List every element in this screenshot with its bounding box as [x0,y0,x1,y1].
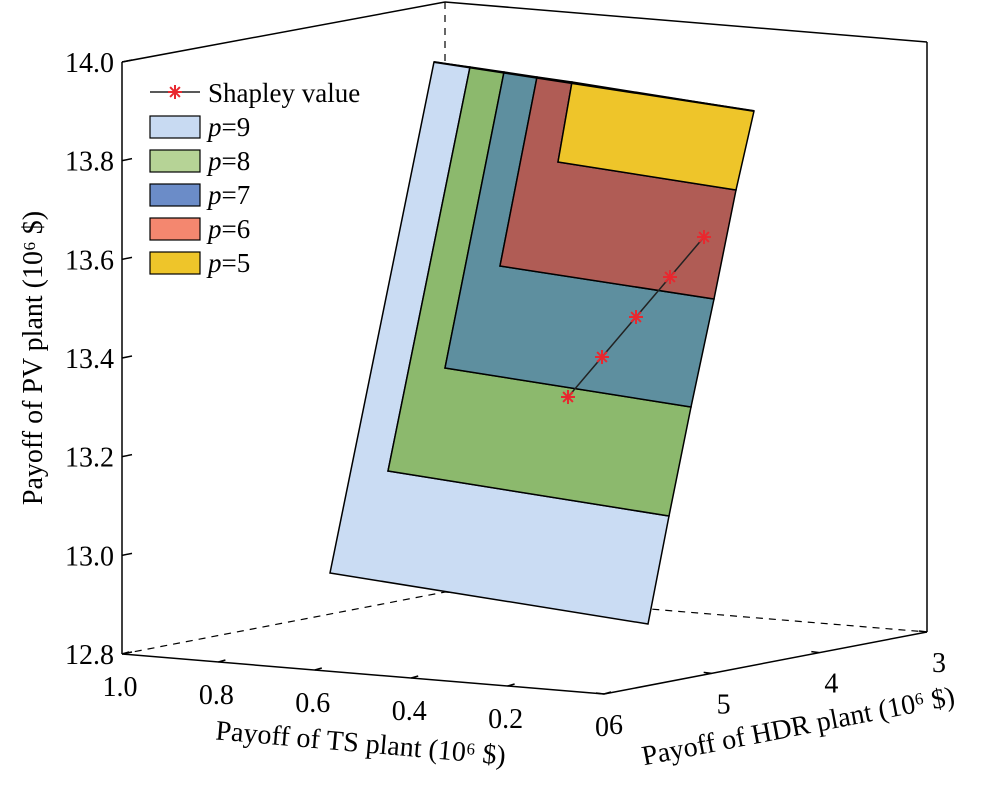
legend-label: p=6 [206,214,250,244]
x-tick-label: 0.8 [199,680,234,711]
legend-item-p6: p=6 [149,214,250,244]
y-tick-label: 6 [609,710,623,741]
z-tick-mark [121,59,133,63]
y-tick-mark [918,630,928,633]
legend-label: p=5 [206,248,250,278]
z-tick-label: 13.0 [65,541,114,572]
y-tick-mark [703,671,712,675]
y-tick-label: 3 [932,648,946,679]
legend-label: Shapley value [208,78,360,108]
legend-item-p9: p=9 [149,112,250,142]
legend-swatch [149,183,201,207]
y-tick-mark [811,650,820,654]
z-tick-mark [121,256,133,261]
z-tick-label: 12.8 [65,640,114,671]
legend-swatch [149,115,201,139]
x-tick-mark [507,683,515,687]
box-edge-bottom-front-left [121,653,605,695]
patch-top-edge [433,61,755,112]
legend-item-p7: p=7 [149,180,250,210]
x-tick-label: 0.2 [488,704,523,735]
z-axis-title: Payoff of PV plant (10⁶ $) [18,211,49,505]
shapley-series [561,230,711,404]
z-tick-mark [121,355,133,359]
x-tick-label: 0.6 [295,688,330,719]
z-axis-ticks: 12.8 13.0 13.2 13.4 13.6 13.8 14.0 [65,48,133,671]
shapley-marker [561,390,575,404]
shapley-marker [168,85,182,99]
box-edge-top-left [121,1,446,63]
shapley-marker [629,310,643,324]
legend-label: p=9 [206,112,250,142]
z-tick-label: 13.4 [65,344,114,375]
z-tick-mark [121,552,133,557]
z-tick-label: 13.8 [65,147,114,178]
shapley-marker [595,350,609,364]
x-tick-label: 0 [595,712,609,743]
legend-label: p=7 [206,180,250,210]
legend-swatch [149,149,201,173]
x-tick-mark [410,675,419,679]
x-axis-title: Payoff of TS plant (10⁶ $) [214,715,507,771]
legend: Shapley value p=9 p=8 p=7 p=6 p=5 [149,78,360,278]
x-tick-mark [314,667,323,671]
legend-swatch [149,251,201,275]
y-axis-title: Payoff of HDR plant (10⁶ $) [639,681,957,772]
z-tick-label: 13.2 [65,443,114,474]
x-axis-ticks: 1.0 0.8 0.6 0.4 0.2 0 [103,651,612,743]
y-tick-label: 4 [824,669,838,700]
x-tick-label: 0.4 [392,696,427,727]
legend-item-p5: p=5 [149,248,250,278]
legend-swatch [149,217,201,241]
box-edge-top-right [444,1,928,43]
x-tick-mark [603,691,612,695]
z-tick-mark [121,157,133,162]
x-tick-label: 1.0 [103,672,138,703]
box-edge-bottom-front-right [603,631,928,695]
shapley-marker [697,230,711,244]
x-tick-mark [121,651,130,655]
box-edge-back-left [121,591,446,655]
y-tick-label: 5 [717,689,731,720]
z-tick-label: 13.6 [65,245,114,276]
y-tick-mark [595,692,605,695]
z-tick-label: 14.0 [65,48,114,79]
legend-label: p=8 [206,146,250,176]
y-axis-ticks: 6 5 4 3 [595,630,946,741]
legend-item-p8: p=8 [149,146,250,176]
shapley-marker [663,270,677,284]
z-tick-mark [121,453,133,458]
x-tick-mark [218,659,226,663]
legend-item-shapley: Shapley value [150,78,360,108]
p-patches [329,61,755,625]
